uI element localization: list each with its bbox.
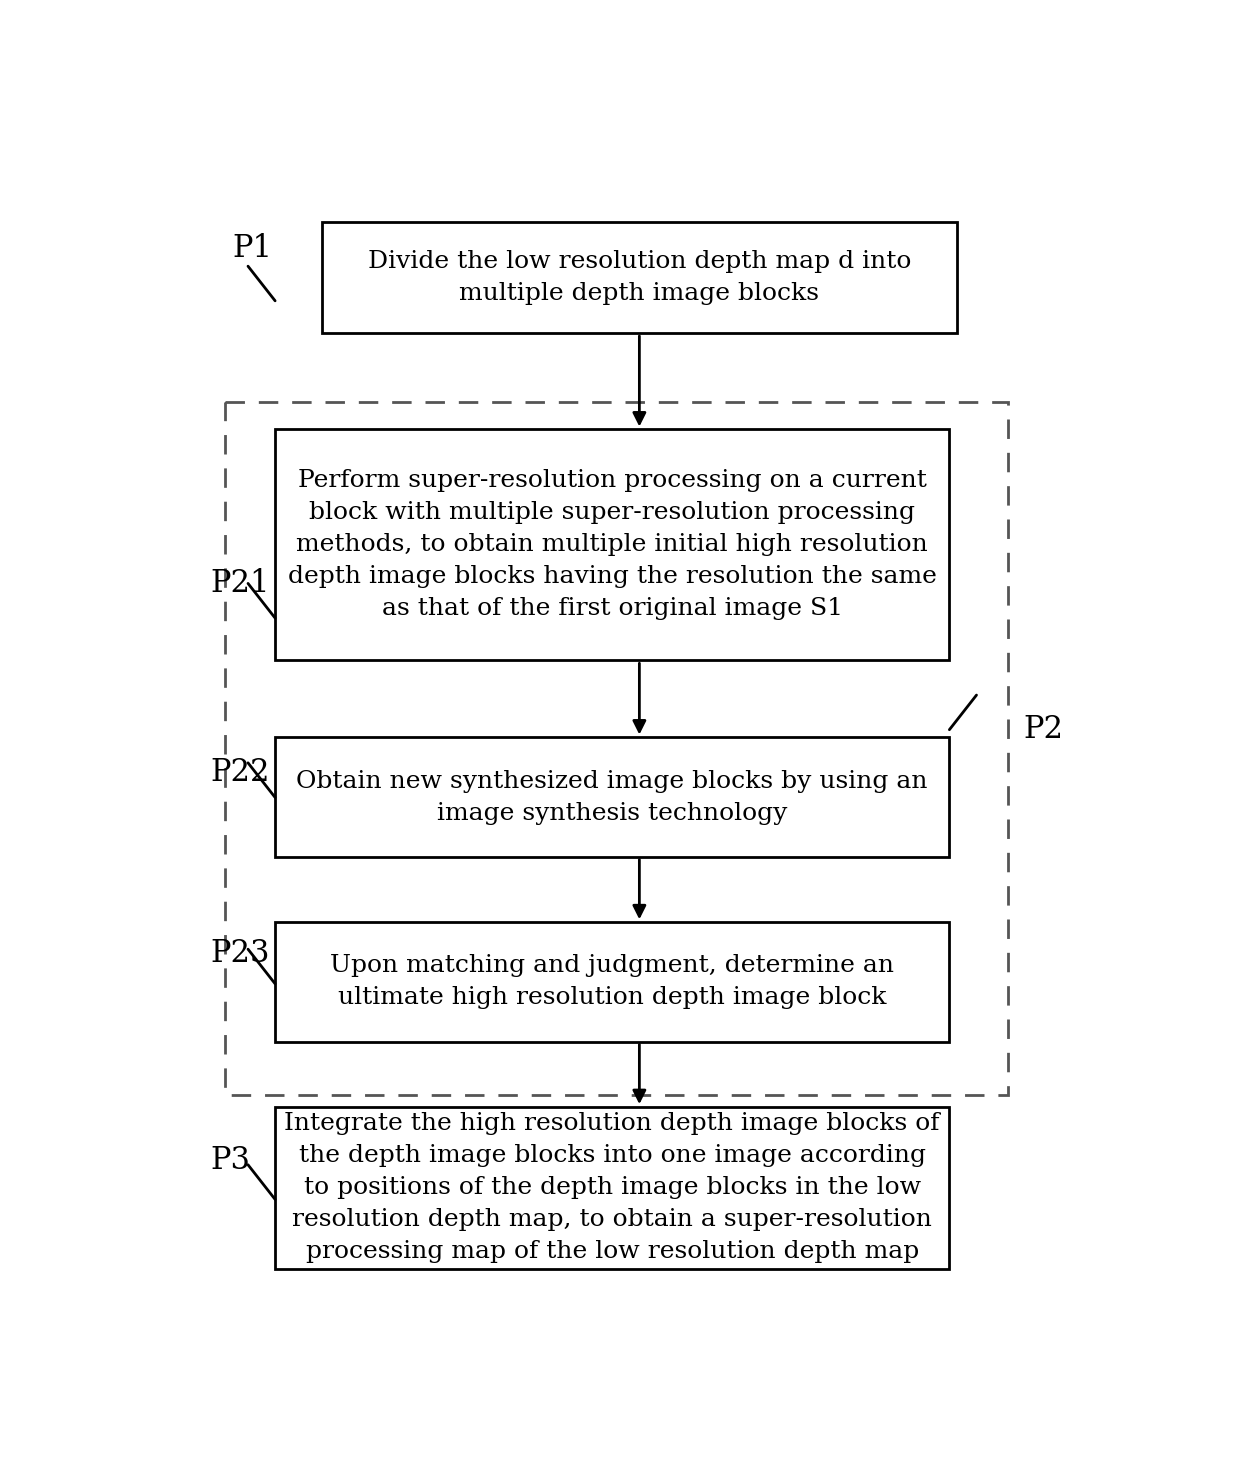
Text: P2: P2 — [1023, 714, 1063, 745]
Text: Divide the low resolution depth map d into
multiple depth image blocks: Divide the low resolution depth map d in… — [368, 250, 911, 305]
Text: P23: P23 — [211, 938, 270, 969]
Text: P21: P21 — [211, 568, 270, 599]
Text: P22: P22 — [211, 757, 270, 787]
Text: Perform super-resolution processing on a current
block with multiple super-resol: Perform super-resolution processing on a… — [288, 469, 936, 621]
Bar — [275, 430, 950, 660]
Bar — [224, 402, 1007, 1096]
Text: P1: P1 — [233, 232, 273, 264]
Bar — [275, 1107, 950, 1268]
Text: Integrate the high resolution depth image blocks of
the depth image blocks into : Integrate the high resolution depth imag… — [284, 1112, 940, 1264]
Text: Upon matching and judgment, determine an
ultimate high resolution depth image bl: Upon matching and judgment, determine an… — [330, 954, 894, 1010]
Text: P3: P3 — [211, 1145, 250, 1176]
Bar — [275, 922, 950, 1042]
Text: Obtain new synthesized image blocks by using an
image synthesis technology: Obtain new synthesized image blocks by u… — [296, 770, 928, 824]
Bar — [321, 222, 957, 333]
Bar — [275, 738, 950, 856]
